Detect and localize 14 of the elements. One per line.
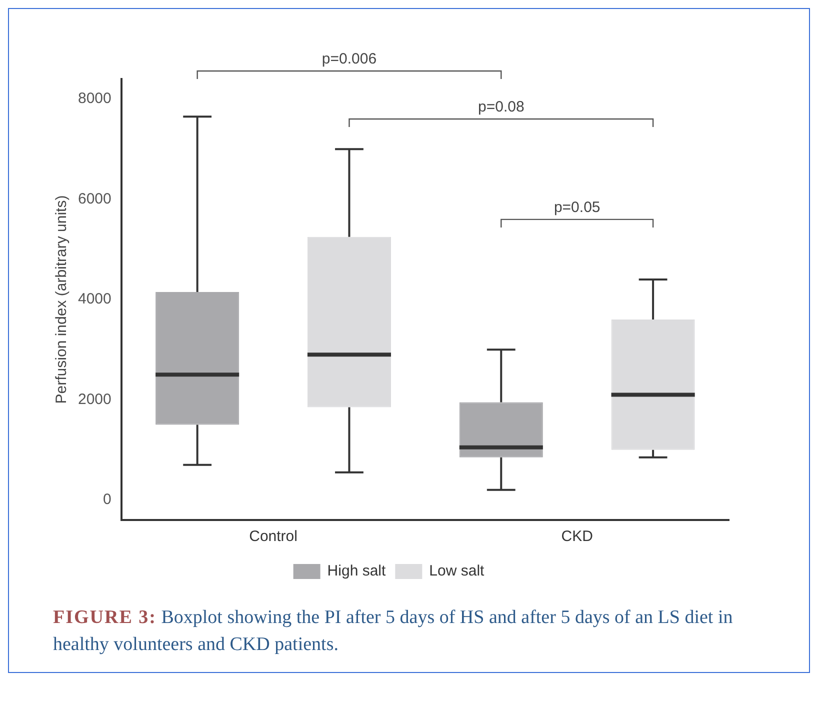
y-tick-label: 8000 (78, 90, 112, 108)
y-axis-title: Perfusion index (arbitrary units) (53, 195, 70, 404)
caption: FIGURE 3: Boxplot showing the PI after 5 days of HS and after 5 days of an LS diet in healthy volunteers and CKD patients. (53, 606, 734, 657)
x-tick-label: Control (249, 528, 298, 546)
annotation: p=0.05 (554, 199, 600, 216)
x-tick-label: CKD (561, 528, 594, 546)
y-tick-label: 4000 (78, 290, 112, 308)
y-tick-label: 2000 (78, 390, 112, 408)
y-tick-label: 0 (103, 491, 112, 508)
legend-label: High salt (327, 562, 386, 580)
y-tick-label: 6000 (78, 190, 112, 208)
annotation: p=0.08 (478, 98, 524, 116)
text: p=0.006 (322, 50, 377, 68)
legend-label: Low salt (429, 562, 486, 580)
